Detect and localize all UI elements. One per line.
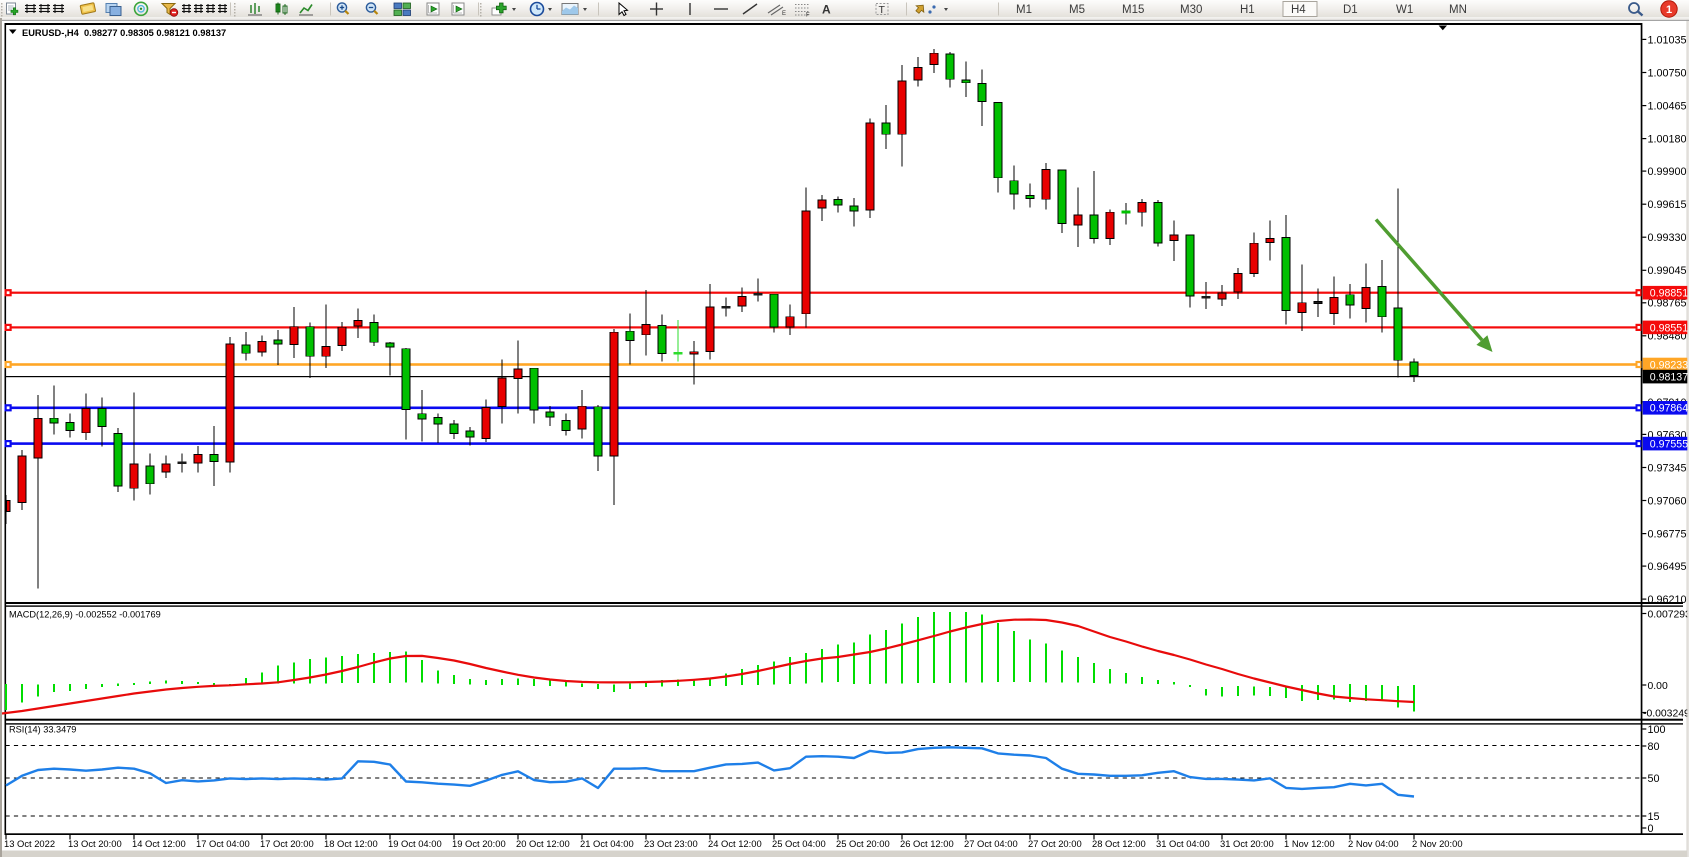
- svg-text:21 Oct 04:00: 21 Oct 04:00: [580, 838, 634, 849]
- svg-text:0.97555: 0.97555: [1650, 439, 1688, 451]
- svg-text:25 Oct 04:00: 25 Oct 04:00: [772, 838, 826, 849]
- svg-text:31 Oct 20:00: 31 Oct 20:00: [1220, 838, 1274, 849]
- svg-text:MN: MN: [1449, 4, 1467, 16]
- svg-text:0.99615: 0.99615: [1648, 199, 1687, 211]
- svg-text:MACD(12,26,9) -0.002552 -0.001: MACD(12,26,9) -0.002552 -0.001769: [9, 610, 161, 620]
- svg-text:H4: H4: [1291, 4, 1306, 16]
- svg-text:14 Oct 12:00: 14 Oct 12:00: [132, 838, 186, 849]
- svg-text:0.97864: 0.97864: [1650, 403, 1688, 415]
- svg-text:0.98233: 0.98233: [1650, 359, 1688, 371]
- svg-text:0.00: 0.00: [1648, 681, 1668, 692]
- svg-text:80: 80: [1648, 741, 1660, 753]
- svg-text:1.01035: 1.01035: [1648, 34, 1687, 46]
- svg-text:19 Oct 04:00: 19 Oct 04:00: [388, 838, 442, 849]
- svg-text:E: E: [782, 11, 786, 17]
- svg-text:1.00180: 1.00180: [1648, 134, 1687, 146]
- svg-text:M30: M30: [1180, 4, 1202, 16]
- svg-text:1: 1: [1666, 4, 1672, 16]
- svg-text:28 Oct 12:00: 28 Oct 12:00: [1092, 838, 1146, 849]
- svg-text:31 Oct 04:00: 31 Oct 04:00: [1156, 838, 1210, 849]
- svg-text:0.97345: 0.97345: [1648, 462, 1687, 474]
- svg-text:A: A: [822, 3, 831, 17]
- svg-text:-0.003249: -0.003249: [1643, 708, 1689, 719]
- svg-text:0.97060: 0.97060: [1648, 495, 1687, 507]
- svg-text:1.00465: 1.00465: [1648, 101, 1687, 113]
- svg-text:13 Oct 2022: 13 Oct 2022: [4, 838, 55, 849]
- svg-text:20 Oct 12:00: 20 Oct 12:00: [516, 838, 570, 849]
- svg-text:0.98137: 0.98137: [1650, 372, 1688, 384]
- svg-text:1 Nov 12:00: 1 Nov 12:00: [1284, 838, 1335, 849]
- svg-text:W1: W1: [1396, 4, 1413, 16]
- svg-text:2 Nov 04:00: 2 Nov 04:00: [1348, 838, 1399, 849]
- svg-text:H1: H1: [1240, 4, 1255, 16]
- svg-text:0.96775: 0.96775: [1648, 529, 1687, 541]
- svg-text:18 Oct 12:00: 18 Oct 12:00: [324, 838, 378, 849]
- svg-text:1.00750: 1.00750: [1648, 67, 1687, 79]
- svg-text:M5: M5: [1069, 4, 1085, 16]
- svg-text:0.007293: 0.007293: [1648, 609, 1689, 620]
- svg-text:17 Oct 04:00: 17 Oct 04:00: [196, 838, 250, 849]
- svg-text:27 Oct 04:00: 27 Oct 04:00: [964, 838, 1018, 849]
- svg-text:0: 0: [1648, 823, 1654, 835]
- svg-text:23 Oct 23:00: 23 Oct 23:00: [644, 838, 698, 849]
- svg-text:0.99045: 0.99045: [1648, 265, 1687, 277]
- svg-text:15: 15: [1648, 811, 1660, 823]
- svg-text:25 Oct 20:00: 25 Oct 20:00: [836, 838, 890, 849]
- svg-text:2 Nov 20:00: 2 Nov 20:00: [1412, 838, 1463, 849]
- svg-text:26 Oct 12:00: 26 Oct 12:00: [900, 838, 954, 849]
- svg-text:M1: M1: [1016, 4, 1032, 16]
- svg-text:0.99330: 0.99330: [1648, 232, 1687, 244]
- svg-text:D1: D1: [1343, 4, 1358, 16]
- svg-text:RSI(14) 33.3479: RSI(14) 33.3479: [9, 725, 76, 735]
- svg-text:0.98551: 0.98551: [1650, 322, 1688, 334]
- svg-text:13 Oct 20:00: 13 Oct 20:00: [68, 838, 122, 849]
- svg-text:F: F: [806, 13, 810, 19]
- svg-text:0.96495: 0.96495: [1648, 561, 1687, 573]
- svg-text:EURUSD-,H4 0.98277 0.98305 0.: EURUSD-,H4 0.98277 0.98305 0.98121 0.981…: [22, 28, 226, 38]
- svg-text:19 Oct 20:00: 19 Oct 20:00: [452, 838, 506, 849]
- svg-text:0.99900: 0.99900: [1648, 166, 1687, 178]
- svg-text:0.98851: 0.98851: [1650, 288, 1688, 300]
- svg-text:100: 100: [1648, 724, 1666, 736]
- svg-text:M15: M15: [1122, 4, 1144, 16]
- svg-text:0.98765: 0.98765: [1648, 298, 1687, 310]
- svg-text:24 Oct 12:00: 24 Oct 12:00: [708, 838, 762, 849]
- svg-text:0.96210: 0.96210: [1648, 594, 1687, 606]
- svg-text:T: T: [879, 4, 886, 16]
- svg-text:50: 50: [1648, 773, 1660, 785]
- svg-text:27 Oct 20:00: 27 Oct 20:00: [1028, 838, 1082, 849]
- svg-text:17 Oct 20:00: 17 Oct 20:00: [260, 838, 314, 849]
